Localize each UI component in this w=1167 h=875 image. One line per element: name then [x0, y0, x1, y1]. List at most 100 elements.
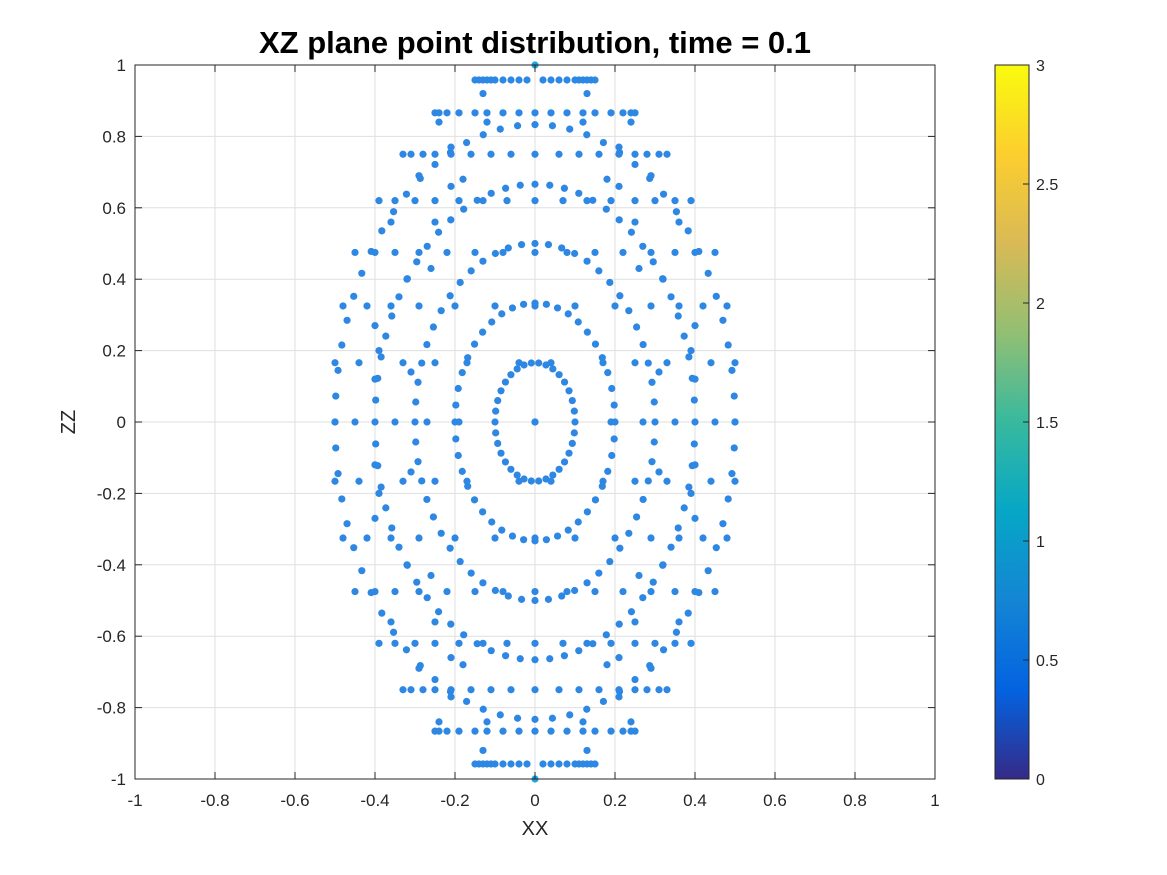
data-point	[563, 76, 571, 84]
data-point	[712, 292, 720, 300]
x-tick-label: 1	[930, 791, 939, 810]
data-point	[647, 664, 655, 672]
data-point	[643, 686, 651, 694]
data-point	[604, 467, 612, 475]
data-point	[497, 387, 505, 395]
data-point	[499, 760, 507, 768]
data-point	[627, 228, 636, 236]
data-point	[531, 248, 539, 257]
data-point	[429, 323, 437, 331]
data-point	[479, 131, 487, 139]
data-point	[407, 368, 415, 376]
data-point	[691, 514, 699, 522]
data-point	[563, 760, 571, 768]
data-point	[427, 571, 435, 580]
data-point	[724, 341, 732, 349]
data-point	[575, 189, 583, 197]
data-point	[625, 529, 633, 537]
data-point	[387, 302, 395, 310]
data-point	[498, 526, 506, 534]
data-point	[516, 181, 524, 189]
data-point	[387, 534, 395, 542]
data-point	[455, 109, 463, 117]
data-point	[407, 686, 415, 694]
data-point	[504, 244, 512, 252]
data-point	[491, 76, 499, 84]
data-point	[412, 398, 420, 406]
data-point	[574, 518, 582, 526]
data-point	[565, 449, 573, 457]
y-tick-label: 0.2	[102, 342, 126, 361]
data-point	[462, 697, 471, 706]
data-point	[479, 579, 487, 587]
data-point	[371, 322, 379, 330]
data-point	[631, 477, 639, 485]
data-point	[531, 418, 539, 426]
data-point	[591, 340, 600, 348]
data-point	[459, 175, 467, 183]
data-point	[470, 340, 479, 348]
data-point	[431, 150, 439, 158]
data-point	[546, 655, 554, 663]
data-point	[568, 439, 576, 448]
data-point	[496, 125, 504, 133]
data-point	[571, 249, 579, 258]
colorbar-tick-label: 1.5	[1036, 415, 1058, 432]
data-point	[711, 248, 719, 257]
data-point	[731, 477, 739, 485]
data-point	[547, 109, 555, 117]
data-point	[371, 461, 379, 469]
data-point	[350, 544, 358, 552]
x-tick-label: 0.8	[843, 791, 867, 810]
data-point	[571, 534, 579, 542]
data-point	[498, 310, 506, 318]
data-point	[372, 396, 380, 404]
data-point	[639, 340, 647, 349]
data-point	[487, 189, 495, 197]
data-point	[339, 534, 347, 542]
data-point	[671, 639, 679, 647]
data-point	[387, 218, 395, 226]
data-point	[604, 369, 612, 377]
data-point	[460, 631, 468, 639]
data-point	[663, 477, 671, 485]
data-point	[413, 258, 421, 266]
data-point	[546, 181, 554, 189]
data-point	[619, 248, 627, 257]
data-point	[555, 150, 563, 158]
data-point	[599, 477, 607, 485]
data-point	[711, 418, 719, 426]
data-point	[659, 561, 667, 569]
data-point	[531, 656, 539, 664]
data-point	[473, 640, 481, 648]
data-point	[508, 304, 517, 312]
y-tick-label: -0.6	[97, 627, 126, 646]
data-point	[503, 639, 511, 647]
data-point	[531, 596, 539, 605]
data-point	[560, 184, 568, 192]
data-point	[583, 705, 591, 713]
data-point	[539, 76, 547, 84]
data-point	[563, 727, 571, 735]
data-point	[491, 249, 499, 258]
data-point	[549, 471, 557, 479]
data-point	[531, 686, 539, 694]
data-point	[591, 109, 599, 117]
data-point	[603, 175, 611, 183]
data-point	[728, 366, 736, 374]
data-point	[602, 205, 610, 213]
data-point	[674, 524, 682, 532]
data-point	[515, 477, 523, 485]
data-point	[388, 312, 396, 320]
data-point	[599, 697, 608, 706]
data-point	[547, 760, 555, 768]
data-point	[415, 587, 423, 596]
data-point	[483, 718, 491, 726]
data-point	[462, 138, 471, 147]
data-point	[372, 440, 380, 448]
data-point	[377, 483, 385, 491]
data-point	[343, 520, 351, 528]
data-point	[565, 387, 573, 395]
data-point	[520, 300, 528, 308]
data-point	[411, 418, 419, 426]
